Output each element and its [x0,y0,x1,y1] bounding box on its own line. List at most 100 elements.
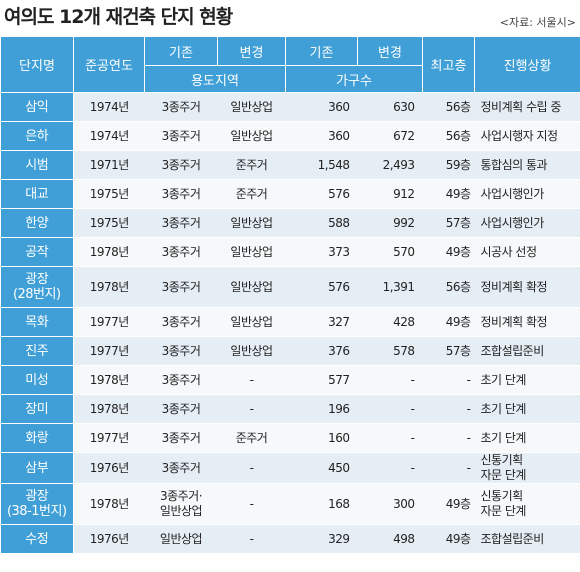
cell-households-after: 428 [357,307,423,337]
cell-use-after: 일반상업 [217,336,286,366]
table-row: 시범 1971년 3종주거 준주거 1,548 2,493 59층 통합심의 통과 [0,150,580,180]
cell-use-after: 일반상업 [217,121,286,151]
cell-name-line: 삼익 [25,99,49,115]
table-row: 광장 (38-1번지) 1978년 3종주거· 일반상업 -168 300 49층 신통기획 자문… [0,483,580,525]
cell-name-line: 장미 [25,401,49,417]
cell-status-line: 사업시행인가 [480,186,545,201]
table-row: 삼익 1974년 3종주거 일반상업 360 630 56층 정비계획 수립 중 [0,92,580,122]
cell-year: 1978년 [73,266,145,308]
cell-year: 1975년 [73,208,145,238]
cell-households-after: 570 [357,237,423,267]
cell-status: 사업시행자 지정 [474,121,580,151]
table-row: 은하 1974년 3종주거 일반상업 360 672 56층 사업시행자 지정 [0,121,580,151]
cell-max-floor: 56층 [422,266,475,308]
cell-status-line: 사업시행자 지정 [480,128,559,143]
cell-use-before-line: 3종주거 [161,430,201,445]
header-row-top: 단지명 준공연도 기존 변경 기존 변경 최고층 진행상황 [0,36,580,93]
cell-use-after: 준주거 [217,150,286,180]
complex-table: 단지명 준공연도 기존 변경 기존 변경 최고층 진행상황 용도지역 가구수 삼… [0,36,580,554]
cell-use-before-line: 3종주거 [161,157,201,172]
cell-households-before: 329 [285,524,358,554]
cell-year: 1976년 [73,452,145,484]
cell-use-after: 일반상업 [217,237,286,267]
cell-year: 1977년 [73,307,145,337]
cell-status: 사업시행인가 [474,208,580,238]
cell-name: 공작 [0,237,74,267]
table-row: 화랑 1977년 3종주거 준주거 160- - 초기 단계 [0,423,580,453]
cell-status: 정비계획 확정 [474,266,580,308]
cell-use-before-line: 3종주거 [161,314,201,329]
cell-use-after: 일반상업 [217,208,286,238]
header-households-after: 변경 [357,36,423,66]
cell-use-before: 3종주거 [144,266,218,308]
cell-name-line: 대교 [25,186,49,202]
cell-status: 사업시행인가 [474,179,580,209]
cell-year: 1974년 [73,121,145,151]
cell-households-after: 1,391 [357,266,423,308]
cell-households-before: 576 [285,266,358,308]
cell-use-before: 3종주거 [144,92,218,122]
cell-year: 1975년 [73,179,145,209]
cell-max-floor: 49층 [422,179,475,209]
cell-use-before-line: 3종주거 [161,401,201,416]
cell-use-before-line: 3종주거 [161,343,201,358]
header-use-before: 기존 [144,36,218,66]
cell-status: 신통기획 자문 단계 [474,483,580,525]
cell-households-before: 327 [285,307,358,337]
cell-use-before-line: 3종주거 [161,215,201,230]
cell-households-before: 168 [285,483,358,525]
cell-households-before: 1,548 [285,150,358,180]
cell-use-before: 3종주거 [144,121,218,151]
cell-use-after: 준주거 [217,423,286,453]
cell-year: 1978년 [73,237,145,267]
cell-households-before: 360 [285,92,358,122]
cell-name: 삼익 [0,92,74,122]
cell-status-line: 조합설립준비 [480,531,545,546]
cell-use-after: - [217,365,286,395]
cell-name: 대교 [0,179,74,209]
cell-use-before: 3종주거 [144,208,218,238]
cell-households-after: 578 [357,336,423,366]
cell-use-before-line: 3종주거 [161,244,201,259]
cell-max-floor: - [422,452,475,484]
cell-name: 시범 [0,150,74,180]
cell-name-line: 화랑 [25,430,49,446]
cell-status: 초기 단계 [474,423,580,453]
cell-year: 1974년 [73,92,145,122]
cell-name-line: 공작 [25,244,49,260]
cell-status: 신통기획 자문 단계 [474,452,580,484]
cell-status: 정비계획 확정 [474,307,580,337]
cell-max-floor: - [422,365,475,395]
cell-use-before: 3종주거· 일반상업 [144,483,218,525]
cell-households-before: 373 [285,237,358,267]
cell-use-before-line: 3종주거 [161,128,201,143]
cell-households-after: 300 [357,483,423,525]
cell-use-before: 3종주거 [144,452,218,484]
cell-use-before-line: 3종주거 [161,99,201,114]
table-row: 대교 1975년 3종주거 준주거 576 912 49층 사업시행인가 [0,179,580,209]
table-row: 진주 1977년 3종주거 일반상업 376 578 57층 조합설립준비 [0,336,580,366]
cell-use-after: 준주거 [217,179,286,209]
table-row: 한양 1975년 3종주거 일반상업 588 992 57층 사업시행인가 [0,208,580,238]
cell-status-line: 통합심의 통과 [480,157,548,172]
cell-name-line: 한양 [25,215,49,231]
cell-max-floor: - [422,394,475,424]
cell-status: 초기 단계 [474,394,580,424]
cell-households-after: 630 [357,92,423,122]
cell-year: 1978년 [73,394,145,424]
cell-year: 1978년 [73,365,145,395]
cell-status-line: 초기 단계 [480,401,527,416]
table-row: 수정 1976년 일반상업 -329 498 49층 조합설립준비 [0,524,580,554]
table-row: 삼부 1976년 3종주거 -450- - 신통기획 자문 단계 [0,452,580,484]
cell-status-line: 정비계획 확정 [480,314,548,329]
cell-use-before-line: 3종주거 [161,186,201,201]
cell-households-before: 577 [285,365,358,395]
cell-status: 통합심의 통과 [474,150,580,180]
cell-use-after: 일반상업 [217,92,286,122]
cell-use-before-line: 3종주거· [159,489,203,503]
cell-year: 1971년 [73,150,145,180]
cell-households-after: 2,493 [357,150,423,180]
table-row: 공작 1978년 3종주거 일반상업 373 570 49층 시공사 선정 [0,237,580,267]
cell-status: 조합설립준비 [474,524,580,554]
